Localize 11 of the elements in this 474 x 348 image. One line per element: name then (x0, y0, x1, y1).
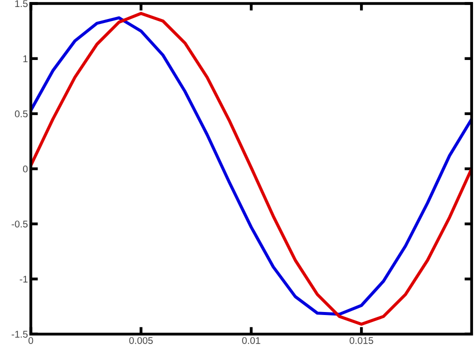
y-tick-label: 1.5 (15, 0, 28, 8)
y-tick-label: -0.5 (12, 220, 28, 228)
x-tick-label: 0.01 (242, 337, 260, 344)
y-tick-label: -1.5 (12, 330, 28, 338)
x-tick-label: 0.015 (350, 337, 374, 344)
y-tick-label: 1 (23, 55, 28, 62)
x-tick-label: 0.005 (129, 337, 153, 344)
y-tick-label: -1 (20, 276, 28, 283)
y-tick-label: 0.5 (14, 110, 28, 118)
y-tick-label: 0 (23, 166, 28, 172)
x-tick-label: 0 (28, 337, 34, 344)
